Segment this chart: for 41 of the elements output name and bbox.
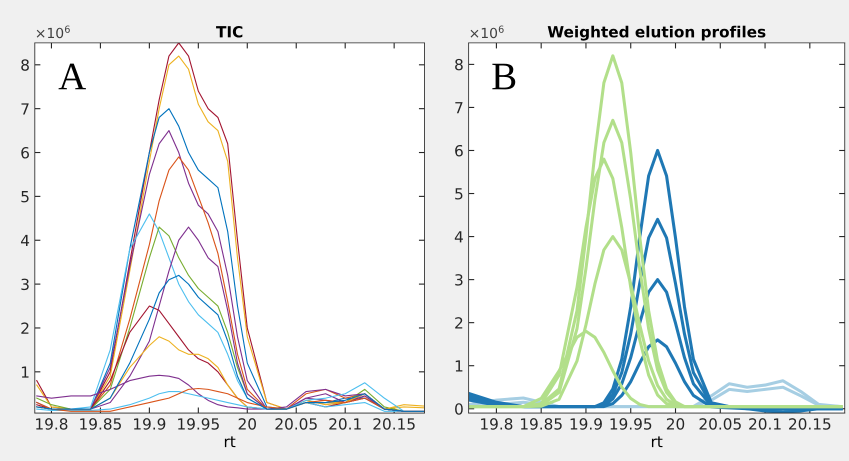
x-tick-label: 20.15 [789, 418, 830, 430]
x-tick-label: 19.8 [36, 418, 68, 430]
x-tick-label: 20.05 [700, 418, 741, 430]
x-tick-label: 20 [238, 418, 256, 430]
x-tick-label: 20.1 [749, 418, 781, 430]
y-tick-label: 6 [21, 146, 29, 159]
y-tick-label: 8 [455, 58, 463, 70]
x-tick-label: 19.9 [134, 418, 166, 430]
x-tick-label: 20.1 [329, 418, 361, 430]
x-tick-label: 19.85 [520, 418, 562, 430]
y-tick-label: 1 [22, 366, 29, 378]
x-axis-title: rt [652, 436, 662, 448]
text: ×10$^{6}$ [36, 25, 70, 38]
y-tick-label: 7 [21, 103, 29, 114]
y-tick-label: 4 [20, 234, 30, 246]
y-tick-label: 2 [21, 322, 28, 334]
x-tick-label: 19.95 [610, 418, 652, 430]
x-tick-label: 19.9 [570, 418, 602, 430]
x-tick-label: 20 [666, 418, 684, 430]
y-tick-label: 8 [21, 59, 29, 71]
x-tick-label: 19.8 [481, 418, 512, 430]
x-tick-label: 19.85 [80, 418, 121, 430]
y-tick-label: 4 [454, 231, 463, 242]
x-tick-label: 20.15 [373, 418, 415, 430]
annotation: B [492, 64, 516, 90]
annotation: A [58, 64, 86, 90]
y-tick-label: 5 [21, 191, 29, 202]
y-tick-label: 0 [455, 403, 463, 415]
x-axis-title: rt [224, 436, 236, 448]
y-tick-label: 3 [455, 274, 463, 286]
text: ×10$^{6}$ [470, 25, 504, 38]
y-tick-label: 6 [455, 144, 463, 157]
y-tick-label: 2 [455, 317, 462, 328]
y-tick-label: 7 [455, 102, 462, 114]
y-tick-label: 1 [456, 360, 462, 372]
chart-title: Weighted elution profiles [548, 26, 766, 41]
y-tick-label: 3 [21, 278, 29, 290]
y-tick-label: 5 [455, 188, 462, 200]
x-tick-label: 20.05 [275, 418, 317, 430]
x-tick-label: 19.95 [178, 418, 219, 430]
chart-title: TIC [216, 26, 242, 38]
